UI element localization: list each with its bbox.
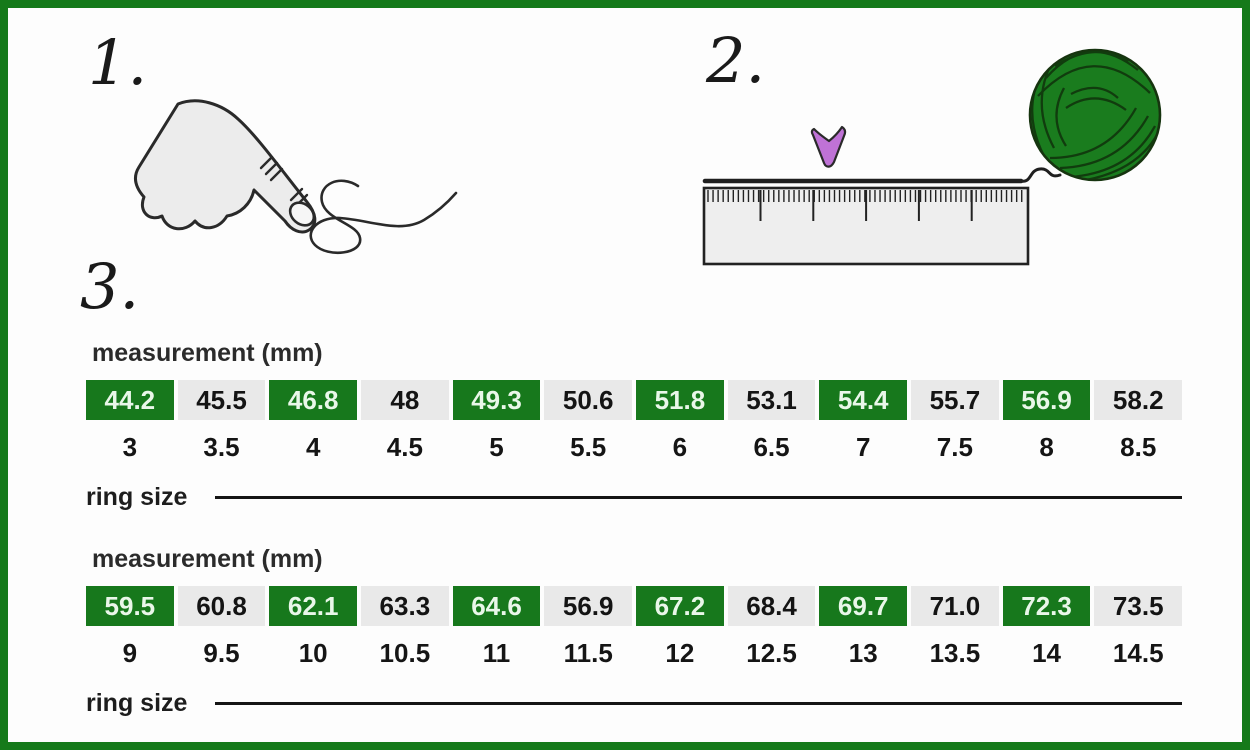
measurement-cell: 45.5 [177,380,266,420]
ring-size-cell: 6.5 [753,432,790,462]
ruler-icon [702,186,1030,266]
measurement-cell: 63.3 [361,586,449,626]
measurement-label: measurement (mm) [92,339,323,367]
measurement-cell: 54.4 [819,380,908,420]
measurement-cell: 48 [361,380,449,420]
step-3-number: 3. [80,250,140,323]
ring-size-cell: 8 [1039,432,1054,462]
measurement-cell: 44.2 [86,380,174,420]
measurement-label: measurement (mm) [92,545,323,573]
ring-size-caption-row: ring size [86,482,1182,512]
measurement-cell: 69.7 [819,586,908,626]
ring-size-cell: 12.5 [746,638,797,668]
size-table-2: measurement (mm) 59.5 60.8 62.1 63.3 64.6 56.… [86,544,1183,718]
measurement-cell: 49.3 [452,380,541,420]
ring-size-cell: 3.5 [203,432,240,462]
ring-size-cell: 9.5 [203,638,240,668]
ring-size-cell: 11.5 [563,638,613,668]
ring-size-row: 9 9.5 10 10.5 11 11.5 12 12.5 13 13.5 14 14.5 [86,634,1182,672]
measurement-cell: 64.6 [452,586,541,626]
measurement-cell: 50.6 [544,380,633,420]
measurement-cell: 62.1 [269,586,358,626]
measurement-cell: 60.8 [177,586,266,626]
ruler-ticks [707,190,1023,221]
measurement-row: 44.2 45.5 46.8 48 49.3 50.6 51.8 53.1 54.4 55.7 56… [86,380,1183,420]
ring-size-cell: 6 [672,432,688,462]
ring-size-label: ring size [86,688,188,717]
arrow-down-icon [810,125,847,168]
measurement-cell: 58.2 [1094,380,1183,420]
measurement-cell: 71.0 [911,586,999,626]
ring-size-cell: 8.5 [1120,432,1157,462]
measurement-cell: 73.5 [1094,586,1183,626]
ring-size-cell: 12 [665,638,695,668]
string-icon [702,167,1062,184]
measurement-cell: 68.4 [727,586,816,626]
measurement-cell: 59.5 [86,586,174,626]
ring-size-rule-line [215,701,1182,705]
hand-pointing-icon [133,99,317,234]
guide-illustrations [133,48,1162,266]
string-squiggle-icon [309,179,458,254]
measurement-row: 59.5 60.8 62.1 63.3 64.6 56.9 67.2 68.4 69.7 71.0… [86,586,1183,626]
step-1-number: 1. [88,26,148,99]
ring-size-cell: 5.5 [570,432,607,462]
ring-size-cell: 4 [305,432,321,462]
ring-size-cell: 5 [489,432,504,462]
measurement-cell: 51.8 [636,380,724,420]
ring-size-cell: 14 [1032,638,1062,668]
measurement-cell: 67.2 [636,586,724,626]
measurement-cell: 53.1 [727,380,816,420]
ring-size-cell: 13.5 [929,638,981,668]
measurement-cell: 72.3 [1002,586,1091,626]
size-table-1: measurement (mm) 44.2 45.5 46.8 48 49.3 50.6 5… [86,338,1183,512]
measurement-cell: 46.8 [269,380,358,420]
ring-size-rule-line [215,495,1182,499]
measurement-cell: 55.7 [911,380,999,420]
ring-size-cell: 4.5 [386,432,423,462]
ring-size-cell: 14.5 [1112,638,1164,668]
ring-size-label: ring size [86,482,188,511]
ring-size-caption-row: ring size [86,688,1182,718]
ring-size-row: 3 3.5 4 4.5 5 5.5 6 6.5 7 7.5 8 8.5 [86,428,1182,466]
ring-size-cell: 7 [855,432,871,462]
measurement-cell: 56.9 [544,586,633,626]
ring-size-cell: 9 [122,638,138,668]
measurement-cell: 56.9 [1002,380,1091,420]
ring-size-cell: 13 [848,638,878,668]
ring-size-cell: 10 [298,638,328,668]
yarn-ball-icon [1028,48,1162,182]
ring-size-cell: 11 [482,638,511,668]
ring-size-cell: 3 [122,432,138,462]
step-2-number: 2. [706,24,766,97]
ring-size-cell: 7.5 [936,432,973,462]
ring-size-cell: 10.5 [379,638,431,668]
